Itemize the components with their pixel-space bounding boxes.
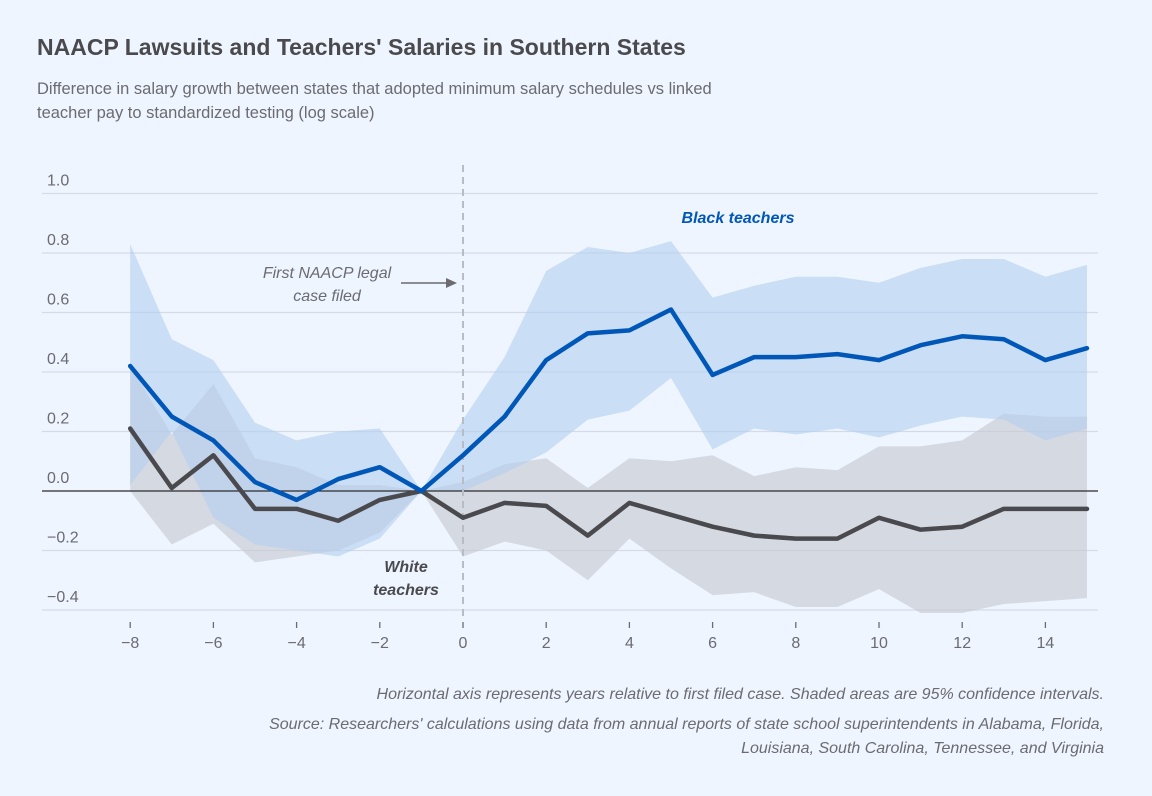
annotation-first-case-line1: First NAACP legal	[263, 265, 392, 282]
chart-subtitle: Difference in salary growth between stat…	[37, 80, 712, 122]
arrow-head	[446, 278, 457, 288]
annotation-arrow	[401, 278, 457, 288]
white-teachers-line	[127, 426, 1090, 541]
x-tick-label: −8	[121, 635, 139, 652]
annotation-first-case-line2: case filed	[293, 288, 362, 305]
y-tick-label: 0.6	[47, 292, 69, 309]
footer-source-line2: Louisiana, South Carolina, Tennessee, an…	[741, 740, 1104, 757]
x-tick-label: 6	[708, 635, 717, 652]
y-tick-label: −0.4	[47, 589, 79, 606]
y-tick-label: 0.4	[47, 351, 69, 368]
black-teachers-confidence-band	[130, 241, 1087, 557]
x-tick-label: 4	[625, 635, 634, 652]
y-tick-label: 1.0	[47, 173, 69, 190]
label-white-teachers-line2: teachers	[373, 582, 439, 599]
label-black-teachers: Black teachers	[682, 210, 795, 227]
white-teachers-confidence-band	[130, 366, 1087, 613]
y-tick-label: −0.2	[47, 530, 79, 547]
y-tick-label: 0.2	[47, 411, 69, 428]
x-tick-label: 8	[791, 635, 800, 652]
label-white-teachers-line1: White	[384, 559, 428, 576]
x-tick-label: 10	[870, 635, 888, 652]
footer-source-line1: Source: Researchers' calculations using …	[269, 716, 1104, 733]
x-tick-label: −6	[204, 635, 222, 652]
x-tick-label: 12	[953, 635, 971, 652]
x-tick-label: 2	[542, 635, 551, 652]
y-tick-label: 0.0	[47, 470, 69, 487]
x-tick-label: −2	[371, 635, 389, 652]
footer-source: Source: Researchers' calculations using …	[269, 713, 1104, 761]
confidence-bands	[130, 241, 1087, 613]
series-lines	[127, 307, 1090, 541]
chart-plot: −8 −6 −4 −2 0 2 4 6 8 10 12 14 −0.4 −0.2 0.0 0.2 0.4 0.6…	[42, 165, 1098, 652]
x-tick-label: 14	[1037, 635, 1055, 652]
x-axis: −8 −6 −4 −2 0 2 4 6 8 10 12 14	[121, 622, 1054, 652]
y-axis: −0.4 −0.2 0.0 0.2 0.4 0.6 0.8 1.0	[47, 173, 79, 607]
footer-note: Horizontal axis represents years relativ…	[376, 686, 1104, 703]
annotations: First NAACP legal case filed Black teach…	[263, 210, 795, 599]
y-tick-label: 0.8	[47, 232, 69, 249]
chart-title: NAACP Lawsuits and Teachers' Salaries in…	[37, 34, 686, 60]
x-tick-label: −4	[287, 635, 305, 652]
x-tick-label: 0	[459, 635, 468, 652]
black-teachers-line	[127, 307, 1090, 503]
